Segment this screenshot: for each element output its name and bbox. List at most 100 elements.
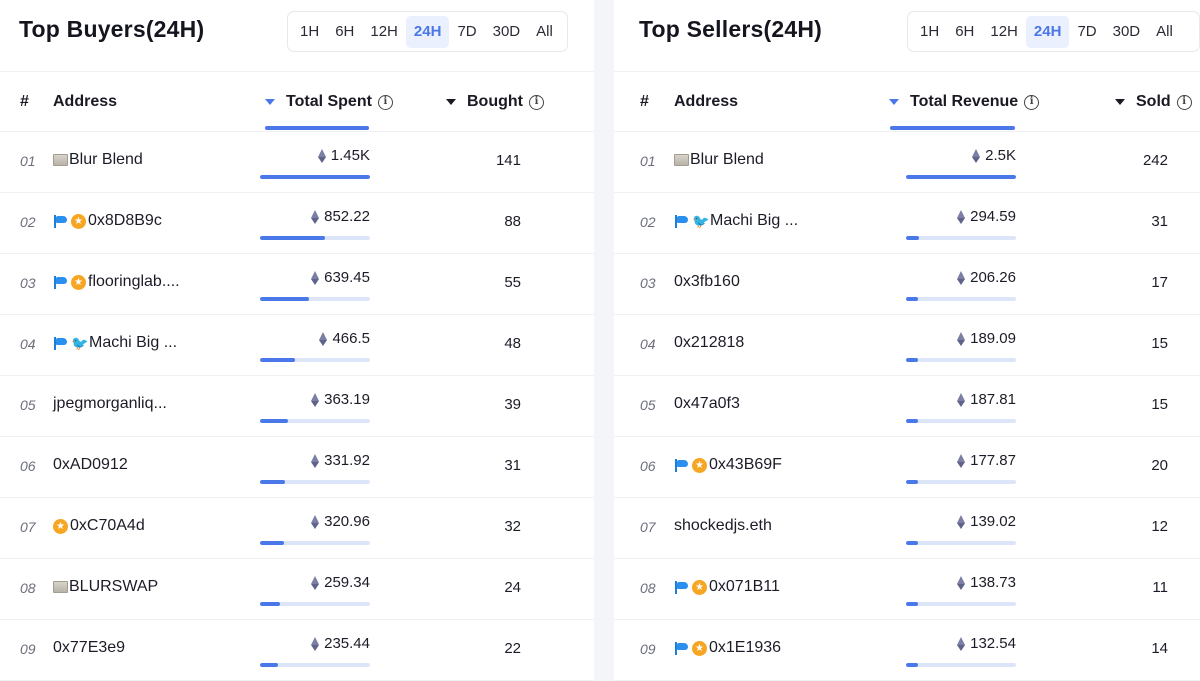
wallet-address-link[interactable]: 0x3fb160	[674, 273, 740, 291]
wallet-address-text: flooringlab....	[88, 273, 180, 290]
table-row[interactable]: 02 ★ 0x8D8B9c 852.22 88	[0, 193, 594, 254]
column-total-spent[interactable]: Total Spent i	[265, 72, 393, 132]
row-rank: 07	[20, 519, 36, 535]
wallet-address-link[interactable]: 🐦 Machi Big ...	[53, 334, 177, 352]
wallet-address-link[interactable]: jpegmorganliq...	[53, 395, 167, 413]
info-icon[interactable]: i	[377, 94, 393, 110]
timeframe-all[interactable]: All	[1156, 23, 1173, 40]
table-row[interactable]: 03 0x3fb160 206.26 17	[614, 254, 1200, 315]
item-count: 48	[504, 335, 521, 352]
table-row[interactable]: 05 jpegmorganliq... 363.19 39	[0, 376, 594, 437]
eth-amount: 206.26	[957, 269, 1016, 286]
flag-icon	[674, 580, 690, 594]
column-total-revenue[interactable]: Total Revenue i	[889, 72, 1040, 132]
timeframe-6h[interactable]: 6H	[335, 23, 355, 40]
table-row[interactable]: 08 BLURSWAP 259.34 24	[0, 559, 594, 620]
item-count: 15	[1151, 335, 1168, 352]
table-row[interactable]: 06 0xAD0912 331.92 31	[0, 437, 594, 498]
eth-amount-cell: 235.44	[260, 633, 370, 673]
wallet-address-link[interactable]: ★ 0x8D8B9c	[53, 212, 162, 230]
wallet-address-link[interactable]: BLURSWAP	[53, 578, 158, 596]
wallet-address-link[interactable]: shockedjs.eth	[674, 517, 772, 535]
eth-amount-cell: 320.96	[260, 511, 370, 551]
share-bar	[260, 297, 370, 301]
sort-desc-icon	[1115, 99, 1125, 105]
wallet-address-link[interactable]: ★ 0x071B11	[674, 578, 780, 596]
flag-icon	[674, 458, 690, 472]
eth-amount-value: 235.44	[324, 635, 370, 652]
ethereum-icon	[317, 148, 327, 163]
share-bar	[906, 480, 1016, 484]
wallet-address-link[interactable]: 0xAD0912	[53, 456, 128, 474]
wallet-address-link[interactable]: ★ 0x43B69F	[674, 456, 782, 474]
column-sold[interactable]: Sold i	[1115, 72, 1192, 132]
table-row[interactable]: 07 shockedjs.eth 139.02 12	[614, 498, 1200, 559]
timeframe-24h[interactable]: 24H	[405, 15, 450, 48]
verified-badge-icon: ★	[692, 579, 707, 595]
share-bar	[906, 236, 1016, 240]
column-index: #	[640, 93, 649, 110]
wallet-address-link[interactable]: ★ 0x1E1936	[674, 639, 781, 657]
wallet-address-text: 0x77E3e9	[53, 639, 126, 656]
timeframe-24h[interactable]: 24H	[1025, 15, 1070, 48]
eth-amount-cell: 138.73	[906, 572, 1016, 612]
table-row[interactable]: 06 ★ 0x43B69F 177.87 20	[614, 437, 1200, 498]
table-row[interactable]: 04 0x212818 189.09 15	[614, 315, 1200, 376]
timeframe-1h[interactable]: 1H	[920, 23, 940, 40]
wallet-address-link[interactable]: 0x77E3e9	[53, 639, 125, 657]
item-count: 17	[1151, 274, 1168, 291]
wallet-address-link[interactable]: 0x212818	[674, 334, 744, 352]
row-rank: 01	[640, 153, 656, 169]
wallet-address-link[interactable]: Blur Blend	[53, 151, 143, 169]
table-row[interactable]: 01 Blur Blend 2.5K 242	[614, 132, 1200, 193]
timeframe-7d[interactable]: 7D	[457, 23, 477, 40]
share-bar-fill	[260, 236, 325, 240]
info-icon[interactable]: i	[1024, 94, 1040, 110]
table-row[interactable]: 05 0x47a0f3 187.81 15	[614, 376, 1200, 437]
ethereum-icon	[957, 575, 966, 590]
timeframe-12h[interactable]: 12H	[990, 23, 1018, 40]
eth-amount-value: 1.45K	[330, 147, 370, 164]
share-bar-fill	[906, 663, 919, 667]
table-header: # Address Total Revenue i Sold i	[614, 71, 1200, 132]
info-icon[interactable]: i	[1176, 94, 1192, 110]
timeframe-all[interactable]: All	[536, 23, 553, 40]
share-bar	[260, 358, 370, 362]
column-bought[interactable]: Bought i	[446, 72, 544, 132]
table-row[interactable]: 09 ★ 0x1E1936 132.54 14	[614, 620, 1200, 681]
item-count: 22	[504, 640, 521, 657]
row-rank: 03	[640, 275, 656, 291]
buyers-table-body: 01 Blur Blend 1.45K 141 02 ★ 0x8D8B9c 852.22 88 0…	[0, 132, 594, 681]
wallet-address-link[interactable]: Blur Blend	[674, 151, 764, 169]
table-row[interactable]: 01 Blur Blend 1.45K 141	[0, 132, 594, 193]
eth-amount-value: 363.19	[324, 391, 370, 408]
timeframe-6h[interactable]: 6H	[955, 23, 975, 40]
wallet-address-link[interactable]: ★ flooringlab....	[53, 273, 180, 291]
timeframe-1h[interactable]: 1H	[300, 23, 320, 40]
wallet-address-link[interactable]: 🐦 Machi Big ...	[674, 212, 798, 230]
row-rank: 01	[20, 153, 36, 169]
wallet-address-text: 0x47a0f3	[674, 395, 740, 412]
table-row[interactable]: 07 ★ 0xC70A4d 320.96 32	[0, 498, 594, 559]
share-bar-fill	[906, 419, 919, 423]
wallet-address-link[interactable]: 0x47a0f3	[674, 395, 740, 413]
timeframe-30d[interactable]: 30D	[492, 23, 521, 40]
share-bar-fill	[906, 236, 919, 240]
share-bar	[260, 419, 370, 423]
table-row[interactable]: 02 🐦 Machi Big ... 294.59 31	[614, 193, 1200, 254]
table-row[interactable]: 09 0x77E3e9 235.44 22	[0, 620, 594, 681]
table-row[interactable]: 03 ★ flooringlab.... 639.45 55	[0, 254, 594, 315]
row-rank: 03	[20, 275, 36, 291]
share-bar	[260, 541, 370, 545]
timeframe-7d[interactable]: 7D	[1077, 23, 1097, 40]
info-icon[interactable]: i	[528, 94, 544, 110]
wallet-address-text: jpegmorganliq...	[53, 395, 167, 412]
table-row[interactable]: 04 🐦 Machi Big ... 466.5 48	[0, 315, 594, 376]
eth-amount-value: 852.22	[324, 208, 370, 225]
table-row[interactable]: 08 ★ 0x071B11 138.73 11	[614, 559, 1200, 620]
timeframe-30d[interactable]: 30D	[1112, 23, 1141, 40]
item-count: 15	[1151, 396, 1168, 413]
wallet-address-text: 0x8D8B9c	[88, 212, 162, 229]
wallet-address-link[interactable]: ★ 0xC70A4d	[53, 517, 145, 535]
timeframe-12h[interactable]: 12H	[370, 23, 398, 40]
